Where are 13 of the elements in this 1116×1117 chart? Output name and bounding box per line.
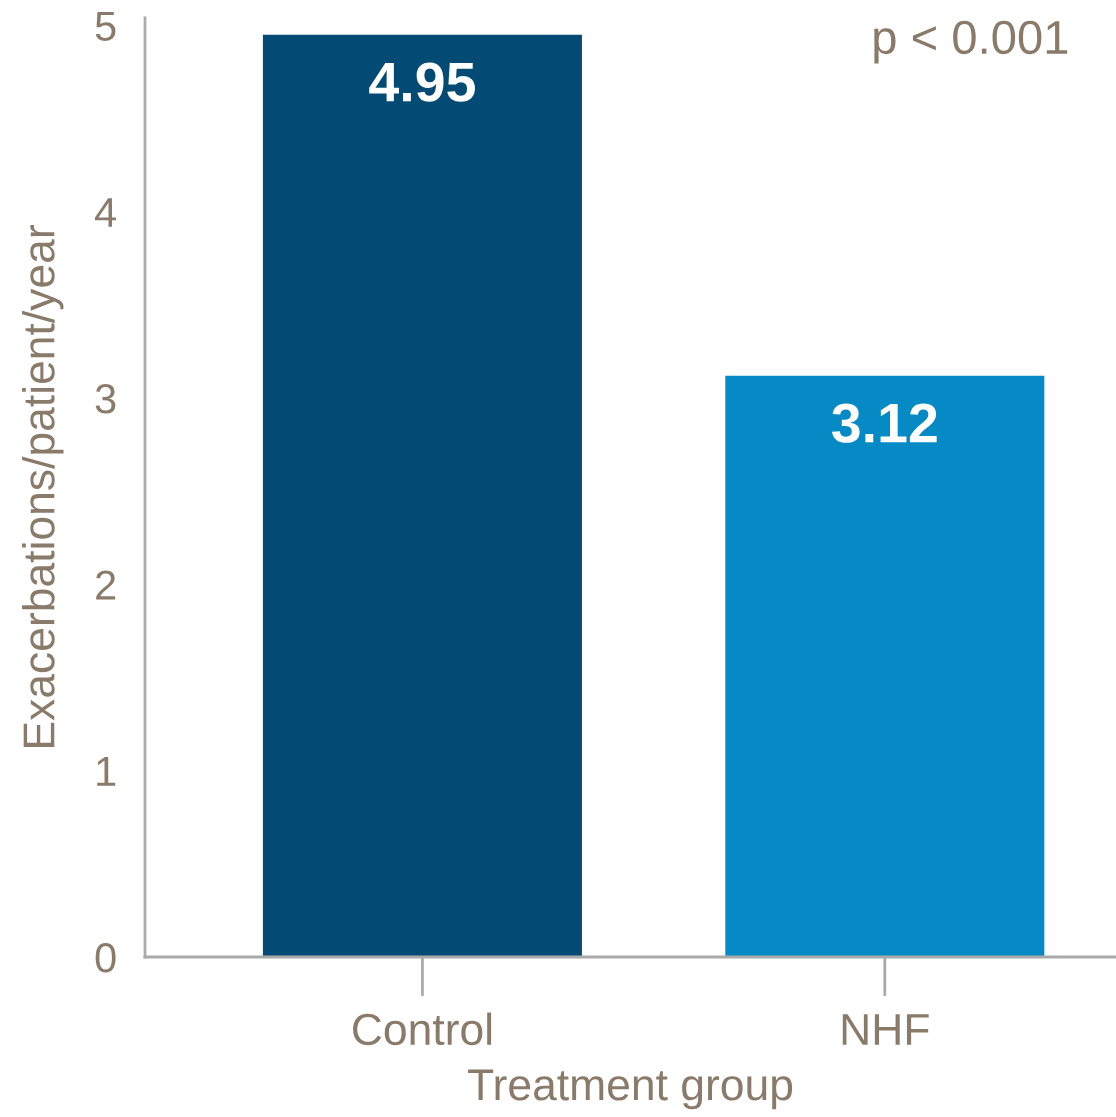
y-tick-label: 4 bbox=[95, 198, 116, 227]
y-tick-label: 5 bbox=[95, 11, 116, 41]
y-tick-label: 3 bbox=[95, 384, 116, 414]
y-axis-title: Exacerbations/patient/year bbox=[22, 225, 64, 747]
annotation: p < 0.001 bbox=[874, 20, 1068, 64]
y-tick-label: 0 bbox=[95, 943, 116, 973]
x-axis-title: Treatment group bbox=[468, 1069, 793, 1110]
data-label: 3.12 bbox=[832, 403, 937, 443]
y-tick-label: 1 bbox=[97, 757, 116, 786]
y-tick-label: 2 bbox=[96, 570, 116, 600]
data-label: 4.95 bbox=[369, 62, 475, 102]
x-tick-label: Control bbox=[353, 1012, 492, 1046]
x-tick-label: NHF bbox=[842, 1014, 929, 1045]
